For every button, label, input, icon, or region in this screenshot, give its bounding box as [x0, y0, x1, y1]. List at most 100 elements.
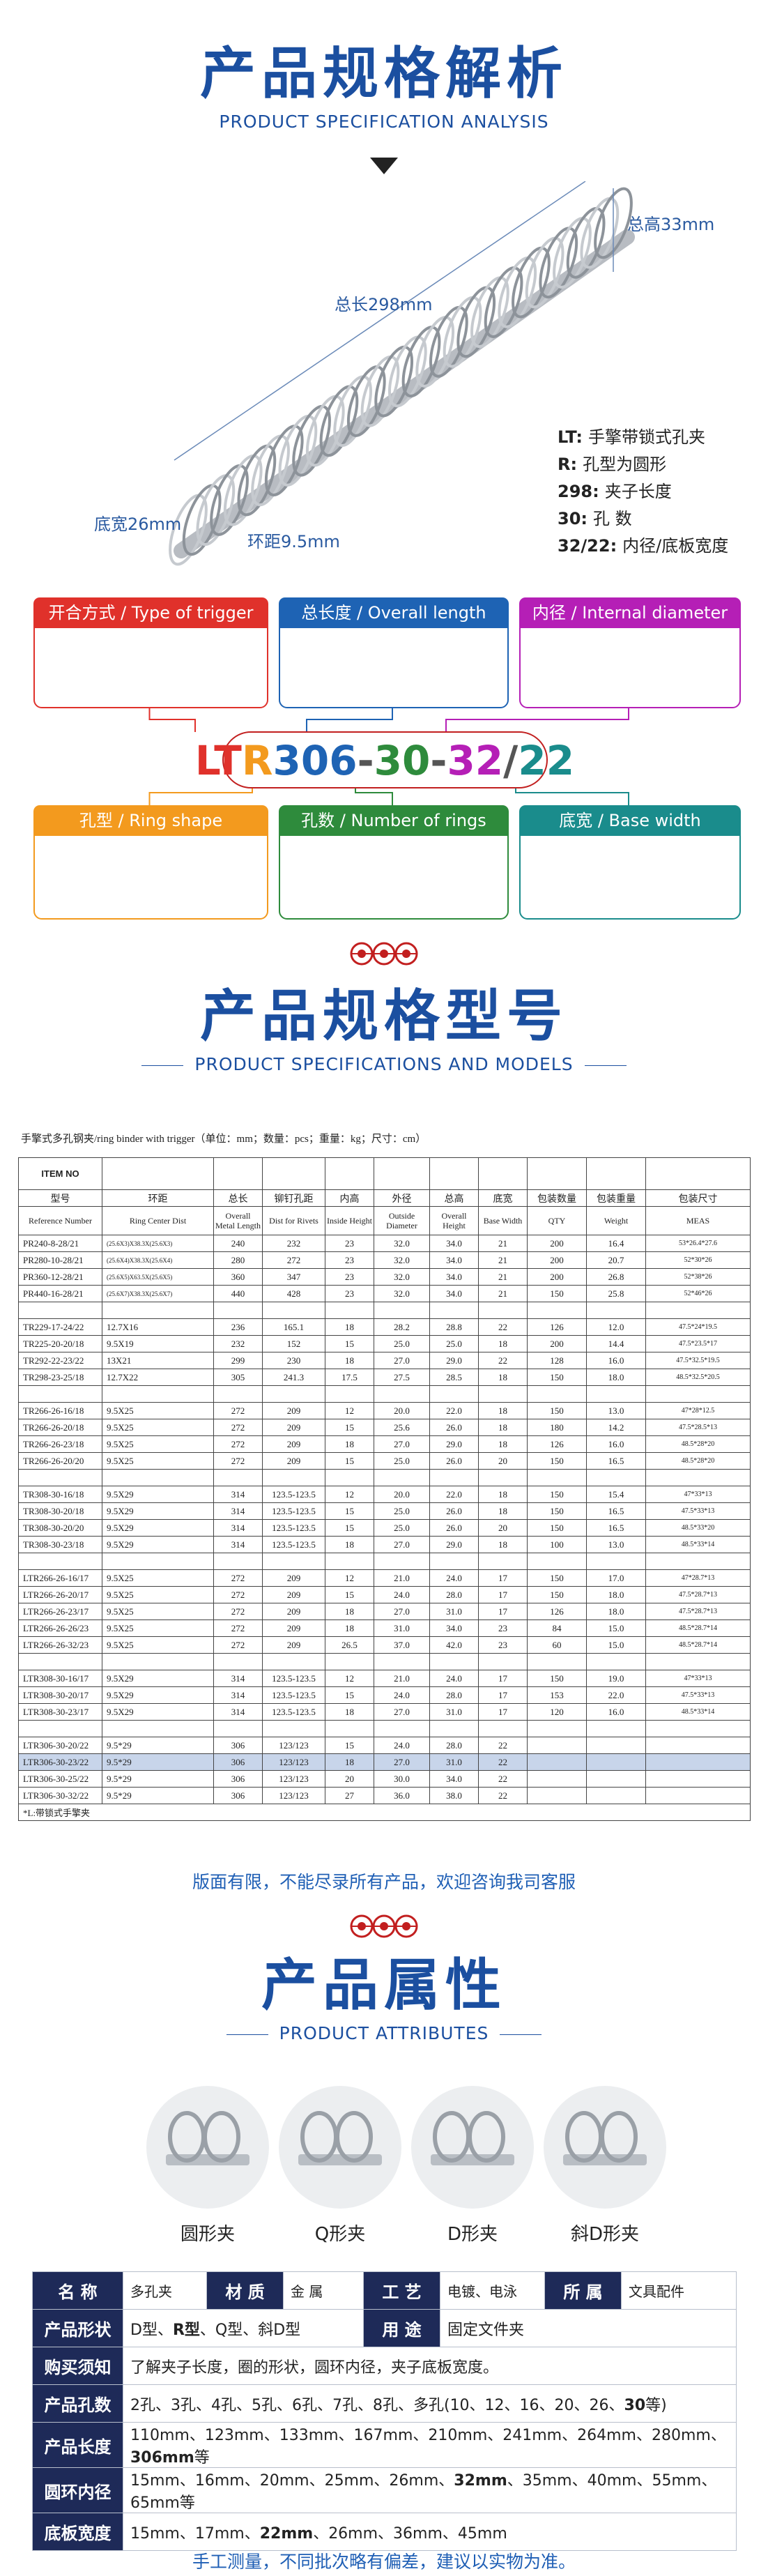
- table-cell: 9.5X29: [102, 1486, 214, 1503]
- header-icon: [213, 1157, 263, 1190]
- ring: [553, 217, 592, 289]
- empty-cell: [527, 1787, 587, 1804]
- blank-row: [18, 1385, 751, 1403]
- table-cell: 52*30*26: [645, 1251, 751, 1269]
- table-cell: 16.4: [586, 1235, 646, 1252]
- dim-label: 总高33mm: [627, 215, 714, 234]
- table-cell: 24.0: [374, 1737, 430, 1754]
- dim-label: 总长298mm: [335, 295, 433, 314]
- code-part: R: [242, 737, 273, 784]
- data-row: TR225-20-20/18 9.5X19 232 152 15 25.0 25.0 18 20…: [18, 1335, 751, 1352]
- blank-cell: [325, 1553, 374, 1570]
- table-cell: 272: [213, 1603, 263, 1620]
- table-cell: 126: [527, 1318, 587, 1336]
- data-row: TR266-26-23/18 9.5X25 272 209 18 27.0 29.0 18 12…: [18, 1435, 751, 1453]
- attr-row: 产品形状 D型、R型、Q型、斜D型用 途固定文件夹: [32, 2309, 737, 2347]
- table-cell: 150: [527, 1285, 587, 1302]
- table-cell: 18: [478, 1486, 528, 1503]
- blank-cell: [262, 1469, 325, 1486]
- legend-text: 手擎带锁式孔夹: [587, 427, 705, 447]
- table-cell: 48.5*28.7*14: [645, 1636, 751, 1654]
- ring: [387, 335, 427, 408]
- blank-cell: [102, 1720, 214, 1737]
- table-cell: 28.0: [429, 1737, 479, 1754]
- blank-cell: [325, 1469, 374, 1486]
- table-cell: 15: [325, 1419, 374, 1436]
- section-title: 产品规格解析: [200, 41, 568, 106]
- ring: [498, 257, 537, 328]
- header-icon: [527, 1157, 587, 1190]
- empty-cell: [645, 1753, 751, 1771]
- table-cell: 13.0: [586, 1402, 646, 1419]
- blank-row: [18, 1653, 751, 1670]
- table-cell: TR308-30-16/18: [18, 1486, 102, 1503]
- blank-cell: [213, 1302, 263, 1319]
- table-cell: 123.5-123.5: [262, 1703, 325, 1721]
- decor-dots: [350, 1914, 418, 1938]
- table-cell: 48.5*32.5*20.5: [645, 1369, 751, 1386]
- table-cell: 200: [527, 1335, 587, 1352]
- attr-value: 文具配件: [621, 2271, 737, 2310]
- table-cell: 18: [325, 1703, 374, 1721]
- attr-text: 30: [624, 2396, 646, 2414]
- table-cell: TR266-26-23/18: [18, 1435, 102, 1453]
- column-header: Reference Number: [18, 1206, 102, 1235]
- table-cell: 25.0: [374, 1519, 430, 1537]
- table-cell: 165.1: [262, 1318, 325, 1336]
- table-cell: 34.0: [429, 1268, 479, 1286]
- table-cell: TR225-20-20/18: [18, 1335, 102, 1352]
- data-row: TR266-26-16/18 9.5X25 272 209 12 20.0 22.0 18 15…: [18, 1402, 751, 1419]
- spec-box: 内径 / Internal diameter: [519, 597, 741, 708]
- table-cell: 9.5X25: [102, 1586, 214, 1603]
- table-cell: 23: [325, 1268, 374, 1286]
- table-cell: 306: [213, 1737, 263, 1754]
- attr-text: 文具配件: [629, 2283, 684, 2300]
- table-cell: TR266-26-20/18: [18, 1419, 102, 1436]
- blank-cell: [478, 1385, 528, 1403]
- table-cell: 23: [325, 1235, 374, 1252]
- table-cell: 27.0: [374, 1603, 430, 1620]
- table-cell: 27.0: [374, 1703, 430, 1721]
- table-cell: 18.0: [586, 1369, 646, 1386]
- table-cell: LTR308-30-20/17: [18, 1686, 102, 1704]
- ring: [264, 425, 304, 496]
- blank-cell: [262, 1553, 325, 1570]
- table-cell: 9.5X29: [102, 1536, 214, 1553]
- code-part: 306: [273, 737, 358, 784]
- legend-key: 30:: [558, 509, 587, 528]
- table-cell: 150: [527, 1519, 587, 1537]
- table-cell: 123/123: [262, 1770, 325, 1788]
- clip-ring: [468, 2111, 505, 2163]
- table-cell: 9.5X25: [102, 1569, 214, 1587]
- table-cell: 272: [262, 1251, 325, 1269]
- decor-dots: [350, 942, 418, 966]
- table-cell: (25.6X4)X38.3X(25.6X4): [102, 1251, 214, 1269]
- table-cell: 15: [325, 1586, 374, 1603]
- table-cell: PR240-8-28/21: [18, 1235, 102, 1252]
- blank-cell: [478, 1553, 528, 1570]
- table-cell: TR298-23-25/18: [18, 1369, 102, 1386]
- table-cell: PR440-16-28/21: [18, 1285, 102, 1302]
- blank-cell: [645, 1385, 751, 1403]
- data-row: PR440-16-28/21 (25.6X7)X38.3X(25.6X7) 440 4…: [18, 1285, 751, 1302]
- table-cell: 16.5: [586, 1502, 646, 1520]
- table-cell: 18.0: [586, 1603, 646, 1620]
- ring: [251, 434, 290, 507]
- blank-cell: [374, 1385, 430, 1403]
- table-cell: 34.0: [429, 1770, 479, 1788]
- table-cell: 314: [213, 1502, 263, 1520]
- blank-row: [18, 1720, 751, 1737]
- table-cell: 440: [213, 1285, 263, 1302]
- table-cell: 22: [478, 1318, 528, 1336]
- empty-cell: [586, 1737, 646, 1754]
- column-header: 外径: [374, 1189, 430, 1207]
- table-cell: 20.7: [586, 1251, 646, 1269]
- table-cell: 209: [262, 1402, 325, 1419]
- table-cell: 15: [325, 1452, 374, 1470]
- table-cell: 32.0: [374, 1268, 430, 1286]
- table-cell: 22: [478, 1787, 528, 1804]
- data-row: PR240-8-28/21 (25.6X3)X38.3X(25.6X3) 240 23…: [18, 1235, 751, 1252]
- subtitle-text: PRODUCT ATTRIBUTES: [279, 2023, 489, 2043]
- connector: [445, 706, 629, 732]
- blank-cell: [102, 1653, 214, 1670]
